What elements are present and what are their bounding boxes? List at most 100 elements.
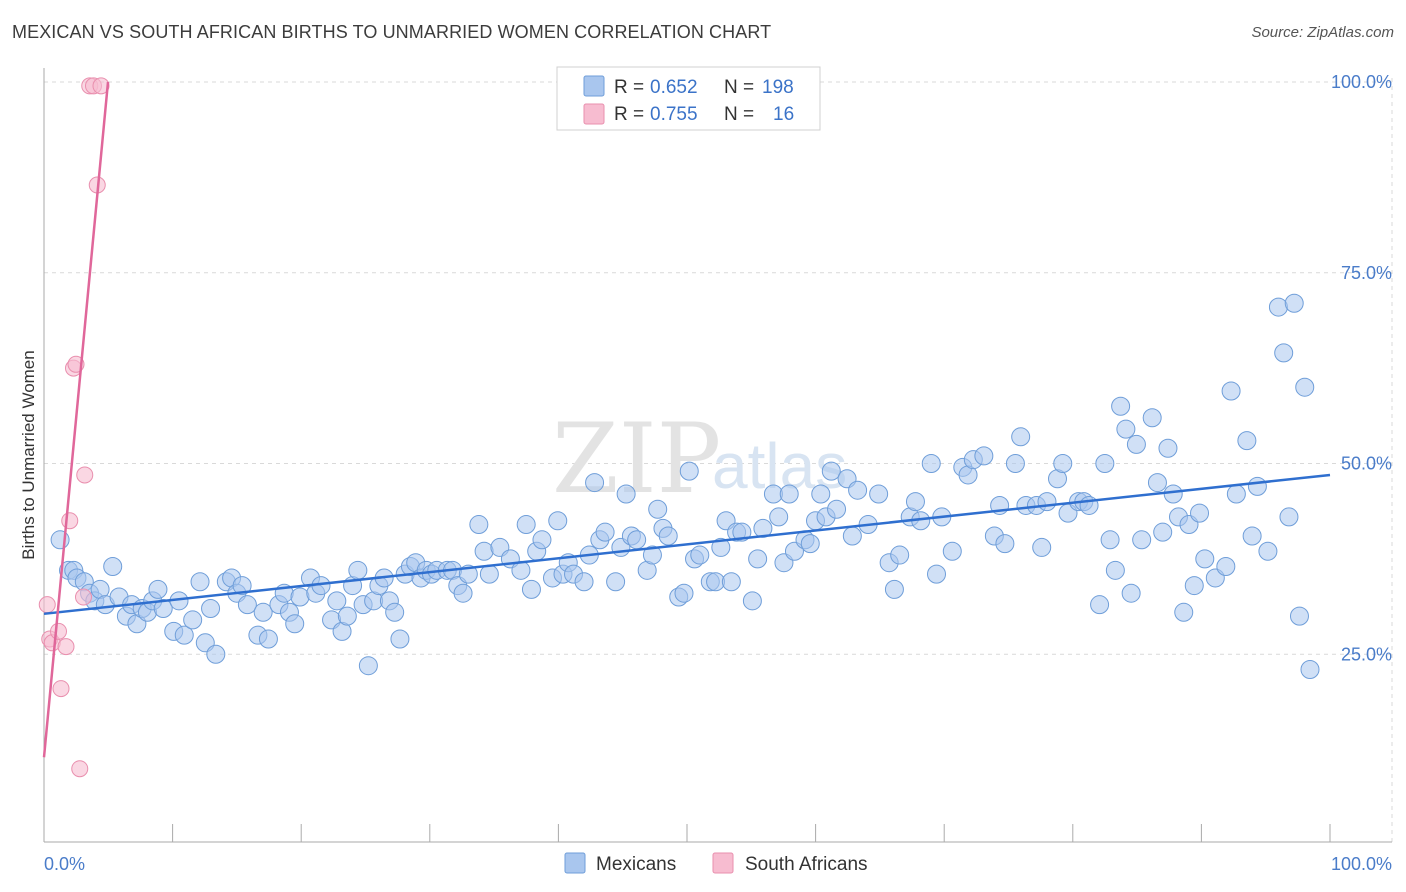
mexican-point — [869, 484, 889, 504]
mexican-point — [1037, 492, 1057, 512]
mexican-point — [1279, 507, 1299, 527]
mexican-point — [616, 484, 636, 504]
mexican-point — [1195, 549, 1215, 569]
mexican-point — [153, 598, 173, 618]
mexican-point — [258, 629, 278, 649]
mexican-point — [1258, 541, 1278, 561]
mexican-point — [1216, 557, 1236, 577]
mexican-point — [469, 515, 489, 535]
south-african-point — [61, 512, 79, 530]
mexican-point — [237, 595, 257, 615]
mexican-point — [1242, 526, 1262, 546]
mexican-point — [995, 534, 1015, 554]
mexican-point — [174, 625, 194, 645]
mexican-point — [974, 446, 994, 466]
mexican-point — [574, 572, 594, 592]
south-african-point — [75, 588, 92, 606]
correlation-legend: R = 0.652 N = 198 R = 0.755 N = 16 — [556, 66, 821, 131]
mexican-point — [1226, 484, 1246, 504]
legend-n-label-1: N = — [724, 77, 754, 98]
south-africans-points — [38, 77, 110, 778]
mexicans-trend-line — [43, 473, 1331, 616]
mexican-point — [742, 591, 762, 611]
mexican-point — [548, 511, 568, 531]
mexican-point — [206, 644, 226, 664]
mexican-point — [358, 656, 378, 676]
mexican-point — [190, 572, 210, 592]
trend-lines — [42, 81, 1331, 758]
mexican-point — [253, 602, 273, 622]
mexican-point — [1111, 396, 1131, 416]
mexican-point — [201, 598, 221, 618]
mexican-point — [842, 526, 862, 546]
mexican-point — [453, 583, 473, 603]
mexican-point — [800, 534, 820, 554]
mexican-point — [183, 610, 203, 630]
y-tick-labels: 25.0% 50.0% 75.0% 100.0% — [1331, 72, 1392, 664]
mexican-point — [648, 499, 668, 519]
mexican-point — [103, 557, 123, 577]
mexican-point — [811, 484, 831, 504]
mexican-point — [674, 583, 694, 603]
mexican-point — [890, 545, 910, 565]
mexican-point — [1274, 343, 1294, 363]
mexican-point — [1247, 476, 1267, 496]
mexican-point — [711, 537, 731, 557]
mexican-point — [1116, 419, 1136, 439]
mexican-point — [848, 480, 868, 500]
south-african-point — [92, 77, 110, 95]
mexican-point — [1126, 434, 1146, 454]
mexican-point — [516, 515, 536, 535]
mexican-point — [1184, 576, 1204, 596]
x-tick-labels: 0.0% 100.0% — [44, 854, 1392, 874]
mexican-point — [390, 629, 410, 649]
mexican-point — [679, 461, 699, 481]
mexican-point — [690, 545, 710, 565]
mexican-point — [921, 454, 941, 473]
south-african-point — [76, 466, 94, 484]
grid-lines — [44, 78, 1393, 842]
mexican-point — [148, 579, 168, 599]
mexican-point — [337, 606, 357, 626]
y-tick-label: 75.0% — [1341, 263, 1392, 283]
bottom-legend-mexicans: Mexicans — [596, 854, 676, 875]
mexican-point — [658, 526, 678, 546]
mexican-point — [884, 579, 904, 599]
mexican-point — [1032, 537, 1052, 557]
mexican-point — [1289, 606, 1309, 626]
mexican-point — [905, 492, 925, 512]
mexican-point — [769, 507, 789, 527]
chart-title: MEXICAN VS SOUTH AFRICAN BIRTHS TO UNMAR… — [12, 22, 772, 42]
y-tick-label: 100.0% — [1331, 72, 1392, 92]
legend-n-value-1: 198 — [762, 77, 794, 98]
legend-r-label-1: R = — [614, 77, 644, 98]
mexican-point — [521, 579, 541, 599]
axes — [43, 68, 1392, 843]
mexican-point — [385, 602, 405, 622]
legend-swatch-south-africans — [583, 103, 605, 125]
mexican-point — [1190, 503, 1210, 523]
legend-swatch-mexicans — [583, 75, 605, 97]
mexican-point — [1011, 427, 1031, 447]
mexican-point — [479, 564, 499, 584]
legend-r-value-2: 0.755 — [650, 104, 698, 125]
mexican-point — [1053, 454, 1073, 473]
mexican-point — [348, 560, 368, 580]
mexican-point — [942, 541, 962, 561]
mexican-point — [732, 522, 752, 542]
y-tick-label: 50.0% — [1341, 454, 1392, 474]
legend-n-label-2: N = — [724, 104, 754, 125]
series-legend: Mexicans South Africans — [564, 852, 868, 875]
mexican-point — [1005, 454, 1025, 473]
mexican-point — [1147, 473, 1167, 493]
mexicans-points — [50, 293, 1320, 680]
mexican-point — [1300, 660, 1320, 680]
mexican-point — [827, 499, 847, 519]
legend-r-label-2: R = — [614, 104, 644, 125]
legend-r-value-1: 0.652 — [650, 77, 698, 98]
mexican-point — [1153, 522, 1173, 542]
mexican-point — [1163, 484, 1183, 504]
bottom-legend-south-africans: South Africans — [745, 854, 868, 875]
mexican-point — [474, 541, 494, 561]
